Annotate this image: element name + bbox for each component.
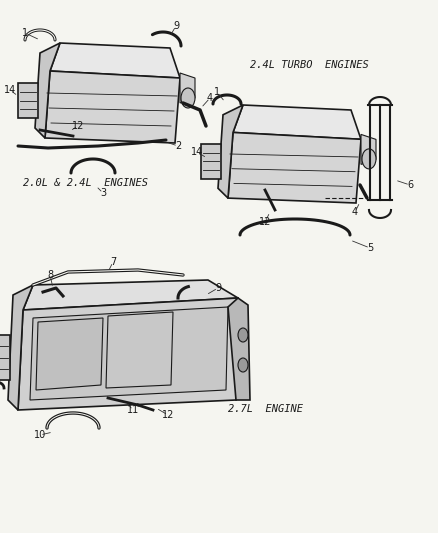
Text: 12: 12 bbox=[162, 410, 174, 420]
Polygon shape bbox=[218, 105, 243, 198]
Polygon shape bbox=[106, 312, 173, 388]
Text: 9: 9 bbox=[215, 283, 221, 293]
Text: 5: 5 bbox=[367, 243, 373, 253]
Text: 9: 9 bbox=[173, 21, 179, 31]
Text: 2.7L  ENGINE: 2.7L ENGINE bbox=[228, 404, 303, 414]
Text: 8: 8 bbox=[47, 270, 53, 280]
Polygon shape bbox=[36, 318, 103, 390]
Text: 12: 12 bbox=[72, 121, 84, 131]
Polygon shape bbox=[30, 307, 228, 400]
Bar bbox=[0, 335, 10, 380]
Polygon shape bbox=[8, 285, 33, 410]
Polygon shape bbox=[45, 71, 180, 143]
Text: 7: 7 bbox=[110, 257, 116, 267]
Ellipse shape bbox=[238, 358, 248, 372]
Polygon shape bbox=[23, 280, 238, 310]
Text: 2.4L TURBO  ENGINES: 2.4L TURBO ENGINES bbox=[250, 60, 369, 70]
Ellipse shape bbox=[362, 149, 376, 169]
Polygon shape bbox=[18, 298, 238, 410]
Text: 6: 6 bbox=[407, 180, 413, 190]
Text: 4: 4 bbox=[352, 207, 358, 217]
Polygon shape bbox=[180, 73, 195, 103]
Text: 10: 10 bbox=[34, 430, 46, 440]
Text: 14: 14 bbox=[191, 147, 203, 157]
Text: 4: 4 bbox=[207, 93, 213, 103]
Polygon shape bbox=[50, 43, 180, 78]
Text: 14: 14 bbox=[4, 85, 16, 95]
Polygon shape bbox=[228, 132, 361, 203]
Text: 2: 2 bbox=[175, 141, 181, 151]
Polygon shape bbox=[35, 43, 60, 138]
Bar bbox=[18, 83, 38, 118]
Text: 12: 12 bbox=[259, 217, 271, 227]
Polygon shape bbox=[361, 134, 376, 164]
Text: 11: 11 bbox=[127, 405, 139, 415]
Bar bbox=[201, 144, 221, 179]
Text: 1: 1 bbox=[214, 87, 220, 97]
Polygon shape bbox=[233, 105, 361, 139]
Polygon shape bbox=[228, 298, 250, 400]
Ellipse shape bbox=[181, 88, 195, 108]
Text: 2.0L & 2.4L  ENGINES: 2.0L & 2.4L ENGINES bbox=[23, 178, 148, 188]
Ellipse shape bbox=[238, 328, 248, 342]
Text: 1: 1 bbox=[22, 28, 28, 38]
Text: 3: 3 bbox=[100, 188, 106, 198]
